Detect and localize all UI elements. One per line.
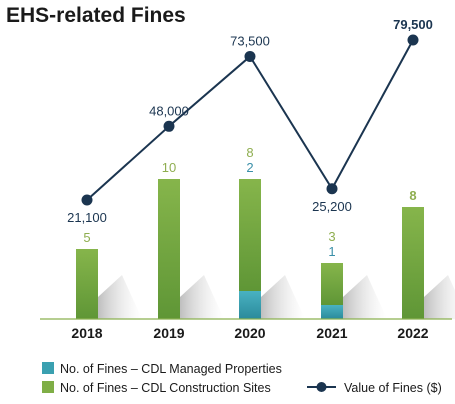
bar-construction-2022 — [402, 207, 424, 319]
bar-label-construction-2021: 3 — [328, 229, 335, 244]
bar-label-construction-2019: 10 — [162, 160, 176, 175]
bar-managed-2021 — [321, 305, 343, 319]
bar-shadow-2020 — [261, 275, 305, 319]
value-marker-2022 — [407, 34, 419, 46]
chart-title: EHS-related Fines — [6, 4, 186, 27]
bar-managed-2020 — [239, 291, 261, 319]
bar-label-managed-2021: 1 — [328, 244, 335, 259]
value-labels: 21,100 48,000 73,500 25,200 79,500 — [67, 17, 433, 225]
value-label-2022: 79,500 — [393, 17, 433, 32]
bar-construction-2018 — [76, 249, 98, 319]
legend-label-construction: No. of Fines – CDL Construction Sites — [60, 381, 271, 395]
value-line-path — [86, 39, 414, 201]
x-tick-label-2018: 2018 — [71, 325, 102, 341]
bar-shadows — [98, 275, 455, 319]
legend-label-value: Value of Fines ($) — [344, 381, 442, 395]
bars — [76, 179, 424, 319]
x-tick-label-2019: 2019 — [153, 325, 184, 341]
legend-label-managed: No. of Fines – CDL Managed Properties — [60, 362, 282, 376]
legend-swatch-construction — [42, 381, 54, 393]
bar-construction-2019 — [158, 179, 180, 319]
value-line — [81, 34, 419, 206]
legend-marker-value — [316, 382, 327, 392]
value-marker-2019 — [163, 120, 175, 132]
bar-shadow-2021 — [343, 275, 387, 319]
x-tick-label-2022: 2022 — [397, 325, 428, 341]
x-axis-ticks: 2018 2019 2020 2021 2022 — [71, 325, 428, 341]
bar-label-construction-2022: 8 — [409, 188, 416, 203]
bar-label-construction-2020: 8 — [246, 145, 253, 160]
value-label-2018: 21,100 — [67, 210, 107, 225]
bar-shadow-2018 — [98, 275, 142, 319]
value-marker-2020 — [244, 50, 256, 62]
bar-label-managed-2020: 2 — [246, 160, 253, 175]
value-marker-2021 — [326, 183, 338, 195]
value-label-2020: 73,500 — [230, 33, 270, 48]
value-label-2021: 25,200 — [312, 199, 352, 214]
bar-construction-2021 — [321, 263, 343, 305]
legend: No. of Fines – CDL Managed Properties No… — [42, 362, 442, 395]
legend-swatch-managed — [42, 362, 54, 374]
value-label-2019: 48,000 — [149, 103, 189, 118]
bar-shadow-2022 — [424, 275, 455, 319]
bar-shadow-2019 — [180, 275, 224, 319]
bar-label-construction-2018: 5 — [83, 230, 90, 245]
value-marker-2018 — [81, 194, 93, 206]
bar-construction-2020 — [239, 179, 261, 291]
x-tick-label-2020: 2020 — [234, 325, 265, 341]
x-tick-label-2021: 2021 — [316, 325, 347, 341]
